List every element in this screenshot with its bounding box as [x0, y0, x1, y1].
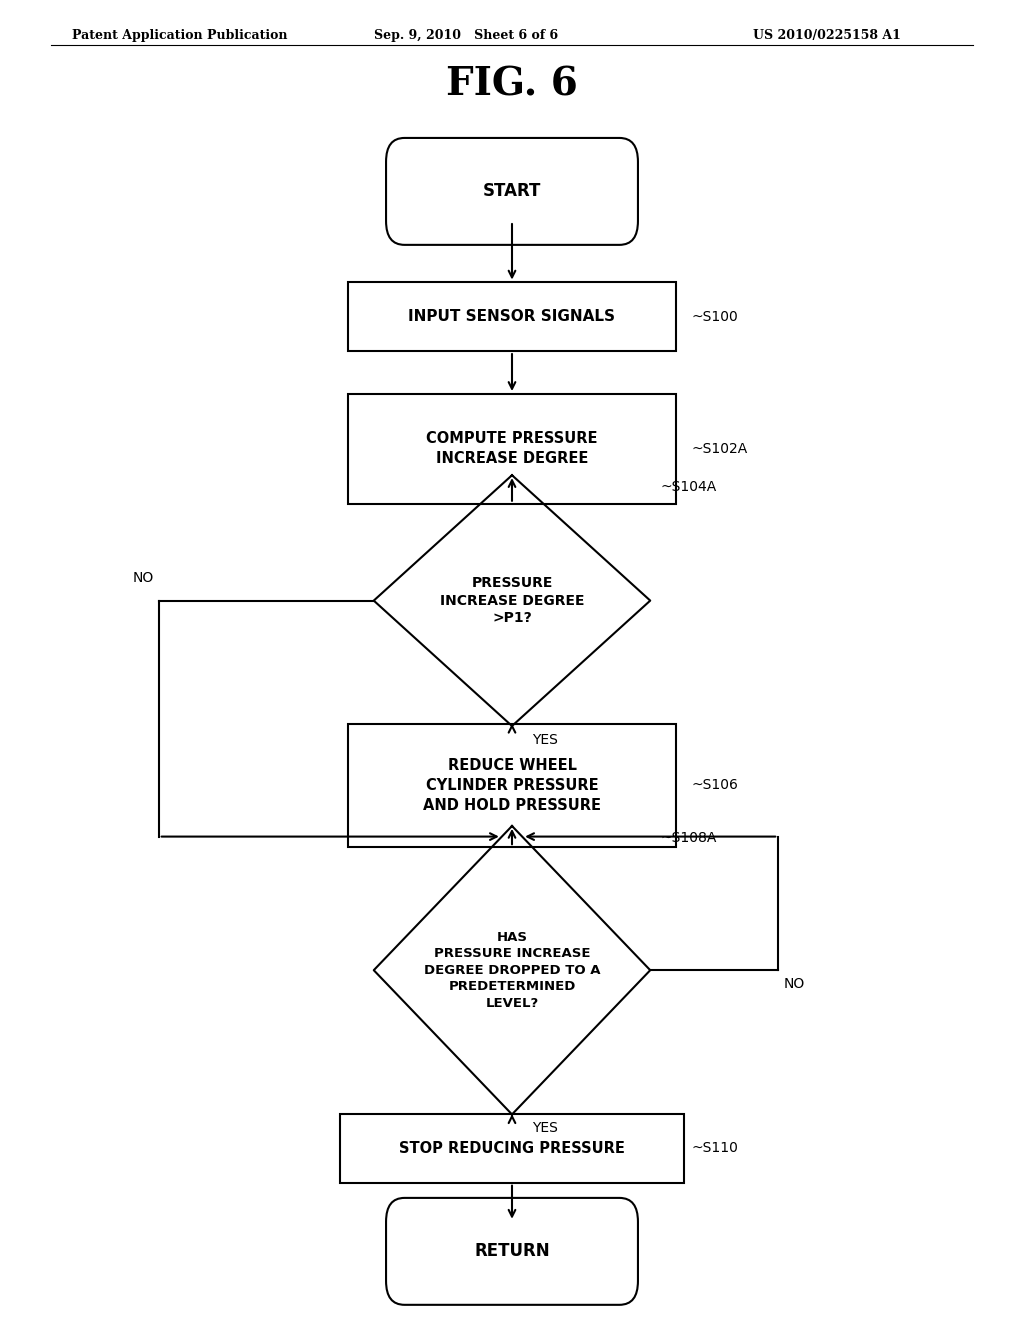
Text: HAS
PRESSURE INCREASE
DEGREE DROPPED TO A
PREDETERMINED
LEVEL?: HAS PRESSURE INCREASE DEGREE DROPPED TO … — [424, 931, 600, 1010]
Text: Patent Application Publication: Patent Application Publication — [72, 29, 287, 42]
FancyBboxPatch shape — [386, 1199, 638, 1304]
Text: ~S104A: ~S104A — [660, 480, 717, 494]
Text: YES: YES — [532, 1121, 558, 1135]
Text: YES: YES — [532, 733, 558, 747]
Text: INPUT SENSOR SIGNALS: INPUT SENSOR SIGNALS — [409, 309, 615, 325]
Text: NO: NO — [783, 977, 805, 991]
Text: RETURN: RETURN — [474, 1242, 550, 1261]
Bar — [340, 1114, 684, 1183]
Text: COMPUTE PRESSURE
INCREASE DEGREE: COMPUTE PRESSURE INCREASE DEGREE — [426, 432, 598, 466]
Bar — [348, 723, 676, 847]
Text: US 2010/0225158 A1: US 2010/0225158 A1 — [753, 29, 900, 42]
Text: ~S102A: ~S102A — [691, 442, 748, 455]
Text: PRESSURE
INCREASE DEGREE
>P1?: PRESSURE INCREASE DEGREE >P1? — [439, 576, 585, 626]
Text: ~S106: ~S106 — [691, 779, 738, 792]
FancyBboxPatch shape — [386, 139, 638, 244]
Text: ~S110: ~S110 — [691, 1142, 738, 1155]
Text: START: START — [482, 182, 542, 201]
Bar — [348, 282, 676, 351]
Text: FIG. 6: FIG. 6 — [446, 66, 578, 104]
Text: ~S108A: ~S108A — [660, 830, 717, 845]
Text: REDUCE WHEEL
CYLINDER PRESSURE
AND HOLD PRESSURE: REDUCE WHEEL CYLINDER PRESSURE AND HOLD … — [423, 758, 601, 813]
Text: ~S100: ~S100 — [691, 310, 738, 323]
Text: NO: NO — [132, 570, 154, 585]
Text: Sep. 9, 2010   Sheet 6 of 6: Sep. 9, 2010 Sheet 6 of 6 — [374, 29, 558, 42]
Text: STOP REDUCING PRESSURE: STOP REDUCING PRESSURE — [399, 1140, 625, 1156]
Bar — [348, 393, 676, 504]
